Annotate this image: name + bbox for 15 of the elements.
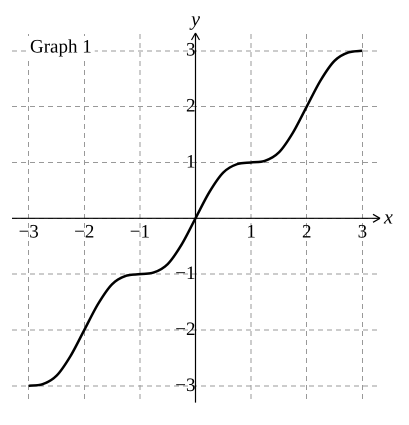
y-tick-label: 2 [186, 96, 196, 117]
x-tick-label: −2 [74, 222, 94, 243]
y-tick-label: −2 [175, 318, 196, 340]
x-tick-label: −1 [130, 222, 150, 243]
x-tick-label: −3 [18, 222, 39, 243]
annotation: Graph 1 [30, 36, 92, 58]
y-tick-label: −3 [175, 374, 196, 396]
x-tick-label: 1 [246, 222, 256, 243]
x-tick-label: 2 [302, 222, 312, 243]
x-axis-title: x [383, 206, 393, 229]
y-axis-title: y [189, 8, 200, 30]
y-tick-label: −1 [175, 263, 196, 284]
x-tick-label: 3 [358, 222, 368, 243]
y-tick-label: 3 [186, 40, 196, 61]
y-tick-label: 1 [186, 151, 196, 172]
